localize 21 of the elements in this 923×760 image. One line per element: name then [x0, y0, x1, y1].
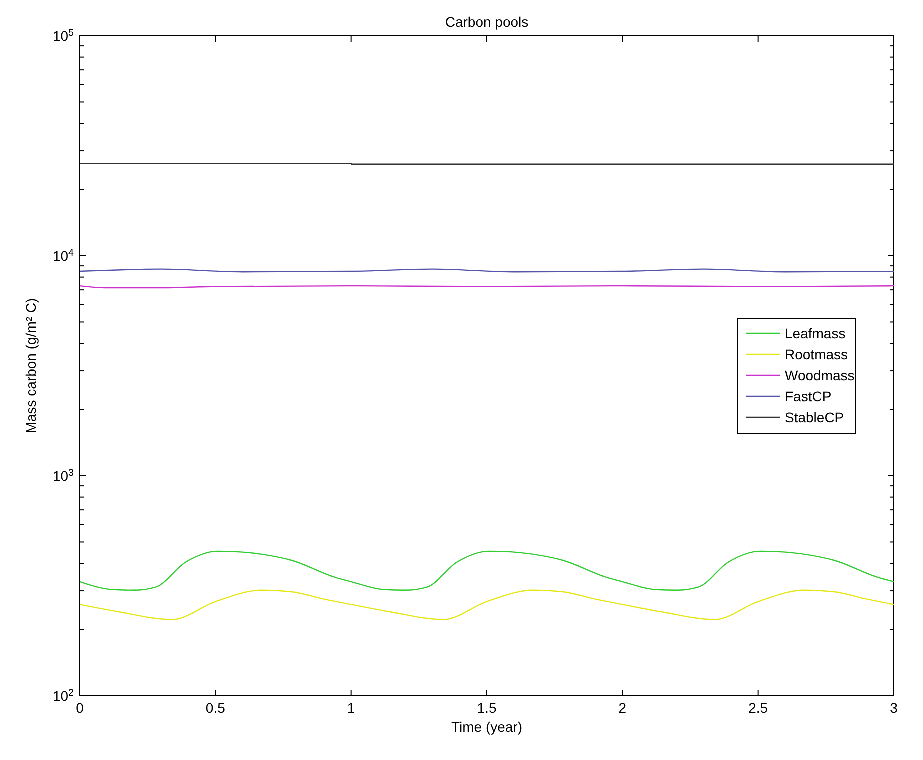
x-tick-label: 3: [890, 700, 898, 716]
x-tick-label: 0: [76, 700, 84, 716]
line-series: [79, 590, 895, 620]
x-axis-title: Time (year): [451, 719, 523, 735]
x-tick-label: 1.5: [477, 700, 497, 716]
x-tick-label: 2: [618, 700, 627, 716]
x-tick-label: 1: [347, 700, 356, 716]
y-tick-label: 10$^{4}$: [52, 248, 75, 264]
y-tick-label: 10$^{3}$: [52, 468, 75, 484]
legend-label: FastCP: [785, 388, 832, 404]
legend-label: StableCP: [785, 410, 844, 426]
legend-label: Rootmass: [785, 346, 848, 362]
y-axis-title: Mass carbon (g/m² C): [23, 298, 39, 434]
y-tick-label: 10$^{2}$: [52, 688, 74, 704]
x-tick-label: 0.5: [206, 700, 226, 716]
legend-label: Woodmass: [785, 368, 855, 384]
legend-label: Leafmass: [785, 326, 846, 342]
y-tick-label: 10$^{5}$: [52, 28, 75, 44]
line-series: [79, 550, 895, 591]
chart-title: Carbon pools: [445, 14, 529, 30]
x-tick-label: 2.5: [748, 700, 768, 716]
